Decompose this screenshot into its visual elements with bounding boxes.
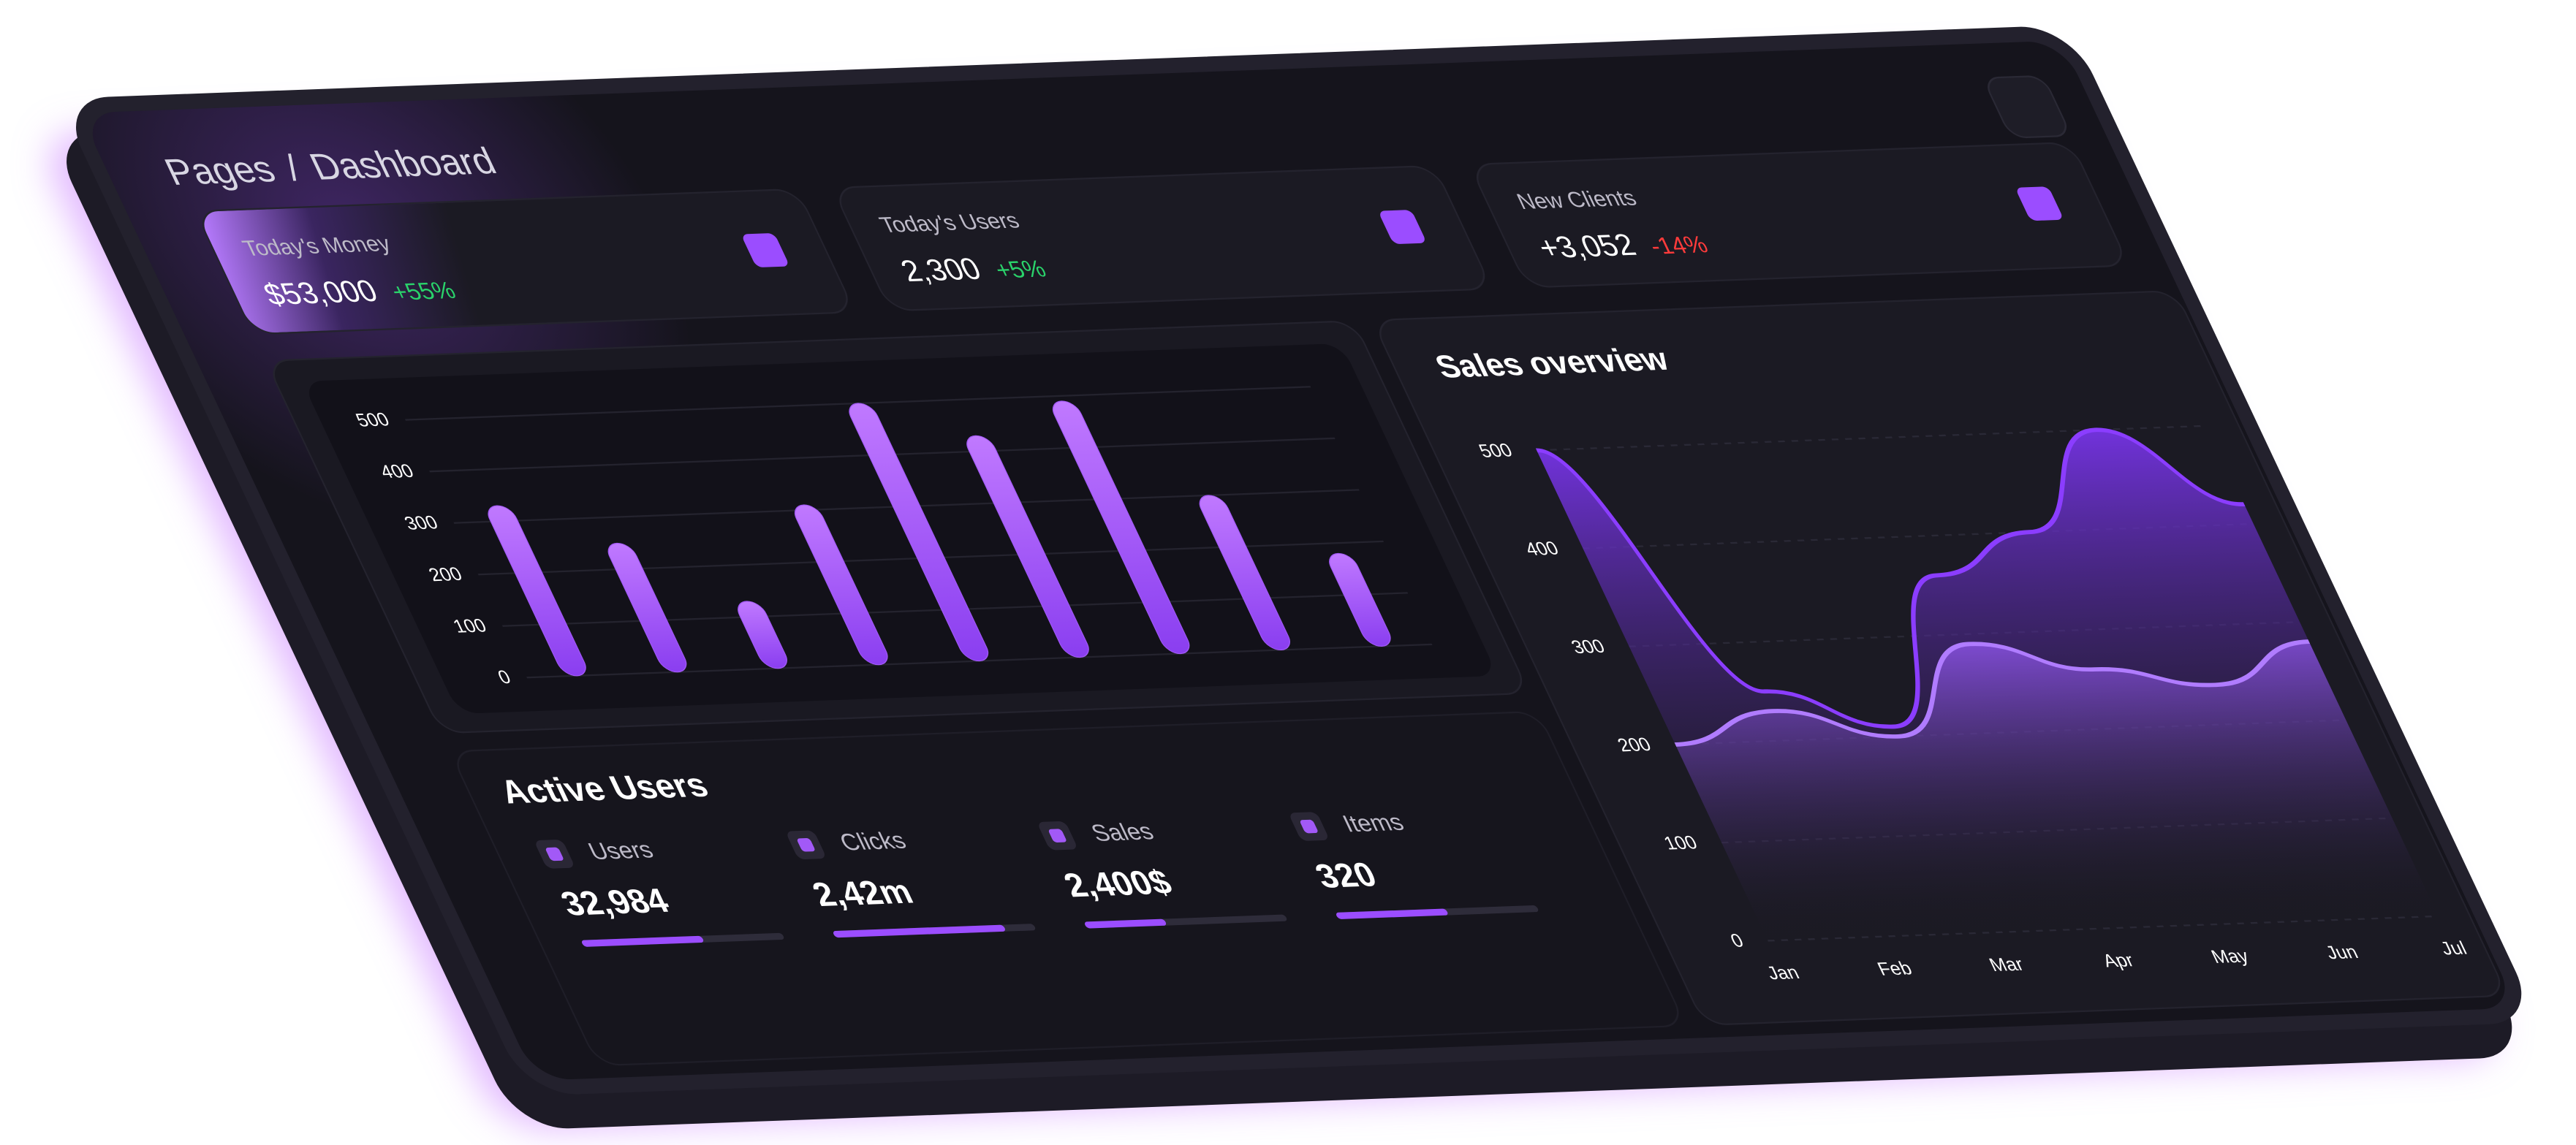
progress-track [1083,914,1288,929]
stat-change: +5% [990,255,1050,284]
stat-label: Sales [1086,818,1158,846]
bar [966,435,1089,658]
area [1675,642,2439,941]
line [1674,639,2311,747]
sales-card: Sales overview 0 100 200 300 400 500 Jan Feb Mar… [1371,289,2509,1027]
stat-label: Today's Users [875,207,1023,237]
panel: Pages/Dashboard 0 100 200 300 400 500 Active … [58,25,2540,1097]
grid-line [1582,522,2254,549]
sales-chart: Sales overview 0 100 200 300 400 500 Jan Feb Mar… [1429,341,2471,984]
progress-track [1335,905,1539,920]
y-tick-label: 500 [1475,440,1515,462]
stat-value: 2,42m [806,873,920,914]
bar [1052,400,1190,655]
progress-fill [1335,908,1450,920]
bar [794,504,888,666]
x-tick-label: May [2208,946,2253,967]
stat-card: Today's Money $53,000 +55% [194,188,857,335]
stat-number: 2,300 [895,251,987,289]
crumb-separator: / [278,148,308,189]
stat-label: Users [583,836,658,865]
stat-icon [740,232,790,268]
progress-fill [1083,918,1167,929]
stat-label: New Clients [1512,184,1641,214]
y-tick-label: 200 [1614,734,1654,756]
search-button[interactable] [1981,75,2073,139]
stat-value: $53,000 +55% [258,270,461,312]
y-tick-label: 100 [1660,832,1700,853]
x-tick-label: Feb [1874,957,1915,979]
line [1535,427,2246,729]
y-tick-label: 500 [352,408,393,430]
bar-card: 0 100 200 300 400 500 [264,320,1531,734]
x-tick-label: Jan [1763,962,1803,984]
crumb-parent[interactable]: Pages [158,148,282,194]
stat-icon [2015,186,2064,221]
y-tick-label: 300 [401,511,441,533]
stat-card: Today's Users 2,300 +5% [830,164,1493,312]
y-tick-label: 300 [1568,636,1608,658]
x-tick-label: Jun [2322,941,2361,963]
stat-change: +55% [387,277,460,305]
stat-value: 2,400$ [1058,864,1178,905]
stat-card: New Clients +3,052 -14% [1468,141,2131,289]
dashboard: Pages/Dashboard 0 100 200 300 400 500 Active … [48,25,2540,1130]
bar [607,542,687,673]
progress-fill [832,924,1007,938]
x-tick-label: Jul [2437,937,2471,959]
bar [849,403,989,662]
x-tick-label: Mar [1985,954,2027,975]
bar [488,505,586,677]
y-tick-label: 100 [450,615,490,637]
y-tick-label: 0 [1727,930,1746,951]
y-tick-label: 400 [1521,538,1561,560]
sales-title: Sales overview [1429,341,1675,385]
active-users-title: Active Users [493,766,715,811]
y-tick-label: 200 [425,563,466,585]
x-tick-label: Apr [2099,949,2137,971]
progress-fill [580,935,705,947]
stat-icon [1377,210,1428,245]
crumb-current: Dashboard [303,140,503,189]
stat-value: 32,984 [555,882,675,923]
bar [738,601,787,669]
y-tick-label: 400 [376,460,417,482]
stat-value: 2,300 +5% [895,249,1051,289]
progress-track [580,932,785,947]
bar [1199,495,1290,651]
progress-track [832,924,1037,938]
stat-change: -14% [1645,231,1713,259]
stat-number: +3,052 [1531,227,1642,265]
y-tick-label: 0 [494,666,514,688]
stat-number: $53,000 [257,273,384,312]
stat-label: Clicks [835,827,911,856]
bar-chart: 0 100 200 300 400 500 [301,343,1499,714]
stat-label: Items [1338,809,1409,837]
bar [1329,552,1391,647]
stat-label: Today's Money [238,230,395,261]
stat-value: +3,052 -14% [1532,224,1713,265]
